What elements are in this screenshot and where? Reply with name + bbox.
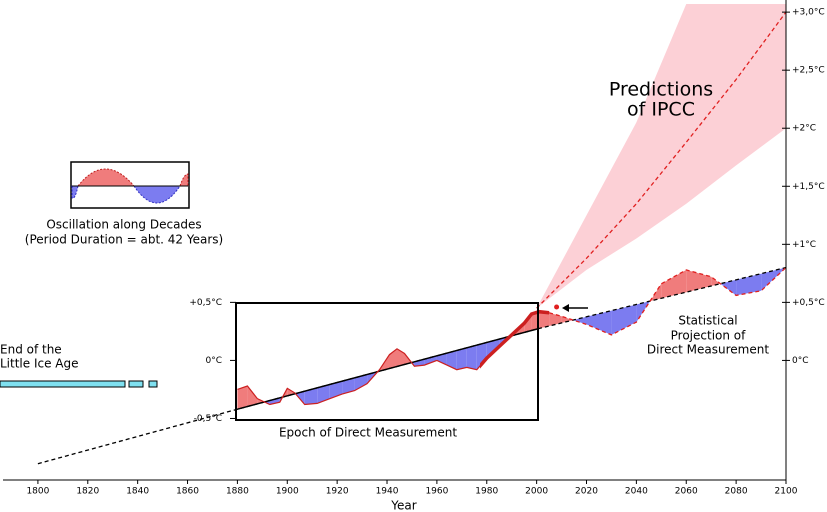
below-trend-fill <box>476 342 487 370</box>
y-tick-label: +0,5°C <box>792 298 825 308</box>
below-trend-fill <box>424 355 437 366</box>
below-trend-fill <box>446 350 457 370</box>
x-tick-label: 1800 <box>26 487 49 497</box>
projection-label: Projection of <box>671 329 746 343</box>
trend-line <box>37 266 787 465</box>
below-trend-fill <box>573 316 587 325</box>
y-tick-label: 0°C <box>792 356 809 366</box>
current-point <box>554 304 560 310</box>
ipcc-band <box>536 4 786 309</box>
ice-age-bars <box>0 380 158 388</box>
below-trend-fill <box>414 359 425 367</box>
above-trend-fill <box>661 269 687 299</box>
projection-line <box>548 267 787 336</box>
below-trend-fill <box>354 374 368 391</box>
above-trend-fill <box>561 316 574 323</box>
below-trend-fill <box>317 384 330 404</box>
oscillation-label: (Period Duration = abt. 42 Years) <box>25 233 223 247</box>
below-trend-fill <box>269 397 280 405</box>
x-tick-label: 1820 <box>76 487 99 497</box>
x-tick-label: 1840 <box>126 487 149 497</box>
inner-y-tick-label: -0,5°C <box>194 414 222 424</box>
x-tick-label: 2020 <box>575 487 598 497</box>
above-trend-fill <box>539 311 550 329</box>
measured-line-recent <box>480 309 550 369</box>
above-trend-fill <box>686 269 712 293</box>
epoch-box <box>235 302 539 421</box>
x-tick-label: 1980 <box>475 487 498 497</box>
x-tick-label: 2000 <box>525 487 548 497</box>
x-tick-label: 2060 <box>675 487 698 497</box>
x-tick-label: 1900 <box>276 487 299 497</box>
x-tick-label: 2040 <box>625 487 648 497</box>
y-tick-label: +1,5°C <box>792 182 825 192</box>
y-tick-label: +3,0°C <box>792 8 825 18</box>
below-trend-fill <box>736 273 762 296</box>
oscillation-inset <box>70 161 190 209</box>
below-trend-fill <box>329 381 343 399</box>
ice-age-label: End of the <box>0 343 62 357</box>
x-tick-label: 1940 <box>376 487 399 497</box>
y-tick-label: +2°C <box>792 124 816 134</box>
x-tick-label: 1860 <box>176 487 199 497</box>
below-trend-fill <box>342 377 355 395</box>
ice-age-label: Little Ice Age <box>0 357 79 371</box>
above-trend-fill <box>237 386 248 410</box>
below-trend-fill <box>436 353 447 366</box>
above-trend-fill <box>397 348 405 367</box>
x-axis-label: Year <box>390 499 416 512</box>
ipcc-label: of IPCC <box>627 99 695 121</box>
ipcc-label: Predictions <box>609 79 713 101</box>
y-tick-label: +1°C <box>792 240 816 250</box>
below-trend-fill <box>466 345 477 370</box>
epoch-label: Epoch of Direct Measurement <box>279 426 457 440</box>
x-tick-label: 2100 <box>775 487 798 497</box>
x-tick-label: 1880 <box>226 487 249 497</box>
arrow-head <box>562 304 569 312</box>
x-tick-label: 2080 <box>725 487 748 497</box>
x-tick-label: 1920 <box>326 487 349 497</box>
below-trend-fill <box>586 310 612 335</box>
oscillation-label: Oscillation along Decades <box>46 218 201 232</box>
below-trend-fill <box>611 304 637 335</box>
x-tick-label: 1960 <box>425 487 448 497</box>
inner-y-tick-label: 0°C <box>205 356 222 366</box>
y-tick-label: +2,5°C <box>792 66 825 76</box>
projection-label: Statistical <box>678 314 737 328</box>
below-trend-fill <box>720 279 737 296</box>
below-trend-fill <box>456 347 467 370</box>
above-trend-fill <box>247 386 258 407</box>
below-trend-fill <box>304 387 318 405</box>
inner-y-tick-label: +0,5°C <box>189 298 222 308</box>
projection-label: Direct Measurement <box>647 343 769 357</box>
ipcc-center-line <box>536 11 787 309</box>
trend-line-solid <box>236 327 538 411</box>
